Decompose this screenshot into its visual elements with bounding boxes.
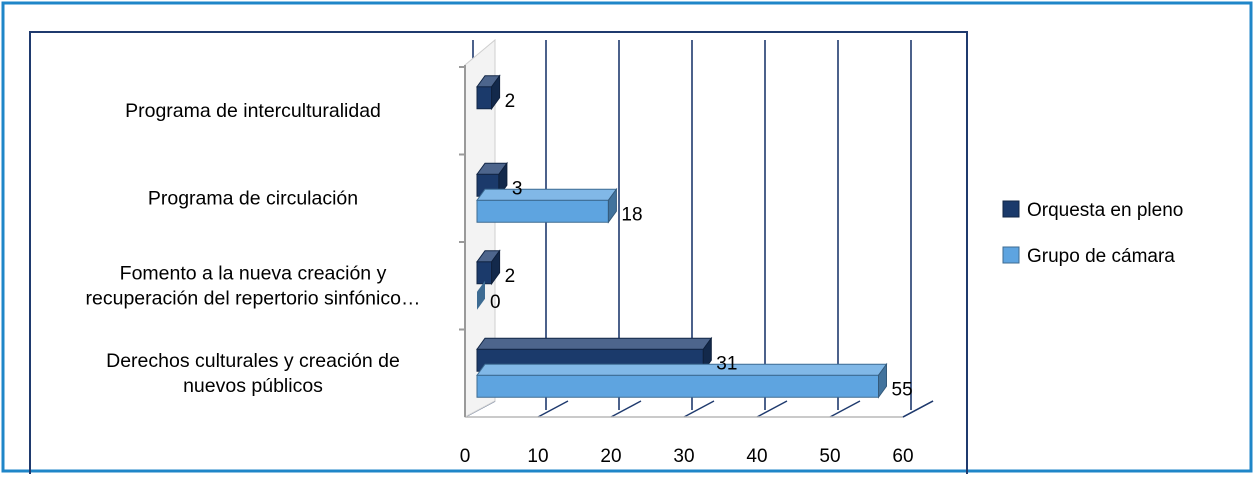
category-label: Programa de circulación	[148, 187, 358, 209]
bar	[476, 261, 493, 285]
floor-side-edge	[902, 400, 934, 418]
x-tick-label: 20	[600, 446, 621, 467]
bar-side	[491, 74, 501, 111]
bar-top	[476, 337, 713, 350]
category-label: Fomento a la nueva creación y	[120, 262, 387, 284]
floor-gridline	[610, 400, 642, 418]
bar-side	[607, 187, 617, 224]
bar-top	[476, 188, 618, 201]
bar	[476, 199, 609, 223]
x-tick-label: 40	[746, 446, 767, 467]
data-label: 0	[490, 292, 501, 313]
legend-swatch	[1002, 246, 1020, 264]
x-tick-label: 30	[673, 446, 694, 467]
category-label: Programa de interculturalidad	[125, 100, 381, 122]
category-label: nuevos públicos	[183, 375, 323, 397]
data-label: 31	[716, 353, 737, 374]
category-label: Derechos culturales y creación de	[106, 350, 400, 372]
bar-top	[476, 363, 888, 376]
x-tick-label: 50	[819, 446, 840, 467]
legend-swatch	[1002, 200, 1020, 218]
category-label: recuperación del repertorio sinfónico…	[86, 287, 421, 309]
data-label: 2	[505, 91, 516, 112]
floor-gridline	[683, 400, 715, 418]
x-tick-label: 10	[527, 446, 548, 467]
floor-gridline	[537, 400, 569, 418]
bar	[476, 86, 493, 110]
legend-label: Orquesta en pleno	[1027, 200, 1183, 221]
grid-layer	[459, 38, 934, 418]
bar	[476, 374, 879, 398]
legend-label: Grupo de cámara	[1027, 246, 1175, 267]
floor-gridline	[756, 400, 788, 418]
x-tick-label: 60	[892, 446, 913, 467]
data-label: 18	[621, 204, 642, 225]
bar-side	[491, 249, 501, 286]
bar	[477, 280, 485, 310]
data-label: 55	[892, 379, 913, 400]
data-label: 3	[512, 178, 523, 199]
bar-side	[878, 362, 887, 399]
x-tick-label: 0	[460, 446, 471, 467]
legend: Orquesta en pleno Grupo de cámara	[1002, 200, 1183, 267]
data-label: 2	[505, 266, 516, 287]
bars-layer	[476, 74, 888, 399]
floor-gridline	[829, 400, 861, 418]
